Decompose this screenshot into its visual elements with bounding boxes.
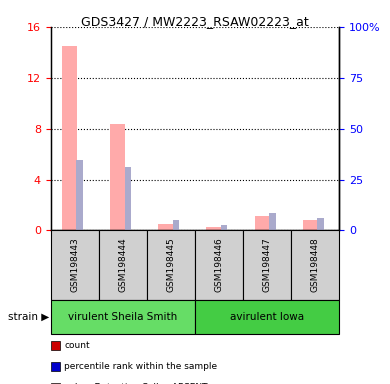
Text: GSM198446: GSM198446 [215,238,223,292]
Bar [317,218,324,230]
Bar [221,225,227,230]
Bar [255,217,269,230]
Bar [206,227,222,230]
Text: GSM198444: GSM198444 [118,238,128,292]
Text: percentile rank within the sample: percentile rank within the sample [64,362,218,371]
Bar [124,167,131,230]
Text: virulent Sheila Smith: virulent Sheila Smith [68,312,177,322]
Bar [158,224,174,230]
Text: avirulent Iowa: avirulent Iowa [230,312,304,322]
Bar [269,213,276,230]
Bar [110,124,125,230]
Text: value, Detection Call = ABSENT: value, Detection Call = ABSENT [64,383,208,384]
Text: GSM198445: GSM198445 [167,238,176,292]
Text: GDS3427 / MW2223_RSAW02223_at: GDS3427 / MW2223_RSAW02223_at [81,15,309,28]
Bar [76,161,83,230]
Text: strain ▶: strain ▶ [8,312,49,322]
Text: GSM198447: GSM198447 [262,238,272,292]
Bar [303,220,318,230]
Text: GSM198448: GSM198448 [311,238,320,292]
Text: count: count [64,341,90,350]
Text: GSM198443: GSM198443 [70,238,79,292]
Bar [173,220,179,230]
Bar [62,46,77,230]
